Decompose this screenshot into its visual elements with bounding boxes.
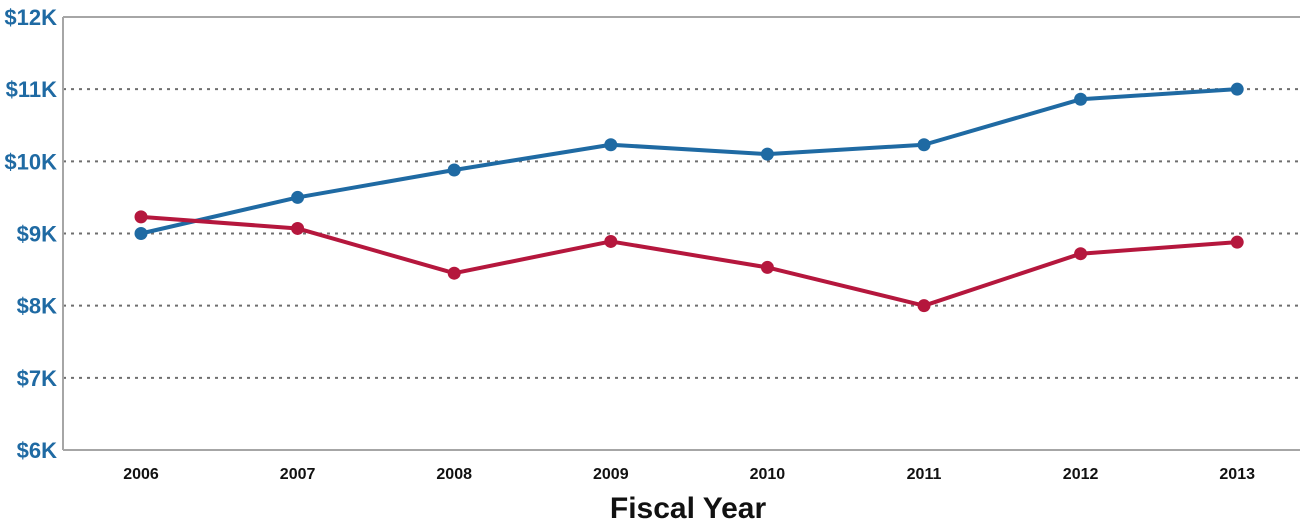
data-point bbox=[760, 260, 774, 274]
y-tick-label: $12K bbox=[4, 5, 57, 30]
data-point bbox=[134, 210, 148, 224]
y-axis-ticks: $6K $7K $8K $9K $10K $11K $12K bbox=[4, 5, 57, 463]
data-point bbox=[760, 147, 774, 161]
series-2 bbox=[134, 210, 1244, 313]
y-tick-label: $9K bbox=[17, 222, 57, 247]
y-tick-label: $6K bbox=[17, 438, 57, 463]
x-axis-label: Fiscal Year bbox=[610, 492, 767, 523]
y-tick-label: $10K bbox=[4, 149, 57, 174]
x-tick-label: 2012 bbox=[1063, 466, 1099, 483]
x-tick-label: 2009 bbox=[593, 466, 629, 483]
y-tick-label: $8K bbox=[17, 294, 57, 319]
series-1 bbox=[134, 82, 1244, 240]
axes bbox=[62, 16, 1300, 451]
data-point bbox=[1074, 92, 1088, 106]
series-line bbox=[139, 214, 1240, 308]
x-tick-label: 2011 bbox=[907, 466, 942, 483]
series-line bbox=[139, 87, 1240, 236]
y-tick-label: $7K bbox=[17, 366, 57, 391]
x-tick-label: 2007 bbox=[280, 466, 316, 483]
data-point bbox=[1074, 247, 1088, 261]
x-axis-ticks: 2006 2007 2008 2009 2010 2011 2012 2013 bbox=[123, 466, 1255, 483]
data-point bbox=[604, 234, 618, 248]
data-point bbox=[917, 299, 931, 313]
data-point bbox=[447, 266, 461, 280]
data-point bbox=[134, 227, 148, 240]
series-group bbox=[134, 82, 1244, 313]
data-point bbox=[917, 138, 931, 152]
x-tick-label: 2008 bbox=[436, 466, 472, 483]
x-tick-label: 2010 bbox=[750, 466, 786, 483]
x-tick-label: 2013 bbox=[1219, 466, 1255, 483]
data-point bbox=[447, 163, 461, 177]
data-point bbox=[291, 221, 305, 235]
data-point bbox=[1230, 82, 1244, 96]
data-point bbox=[291, 190, 305, 204]
x-tick-label: 2006 bbox=[123, 466, 159, 483]
data-point bbox=[604, 138, 618, 152]
y-tick-label: $11K bbox=[6, 77, 57, 102]
grid-lines bbox=[63, 88, 1300, 379]
data-point bbox=[1230, 235, 1244, 249]
